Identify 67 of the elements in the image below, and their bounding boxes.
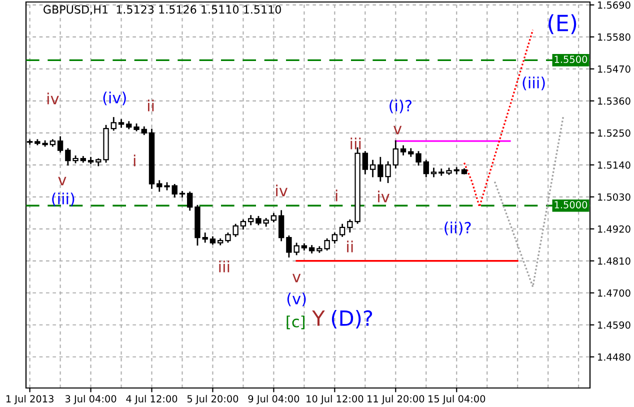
candlestick bbox=[232, 224, 238, 237]
x-tick-label: 1 Jul 2013 bbox=[6, 394, 54, 404]
y-tick-label: 1.4920 bbox=[598, 225, 630, 233]
annotation: ii bbox=[347, 240, 353, 252]
annotation: (iii) bbox=[52, 192, 74, 206]
annotation: (D)? bbox=[332, 310, 372, 328]
y-tick-label: 1.5470 bbox=[598, 65, 630, 73]
annotation: iii bbox=[219, 260, 230, 272]
x-tick-label: 11 Jul 20:00 bbox=[368, 394, 424, 404]
annotation: Y bbox=[312, 310, 325, 326]
candlestick bbox=[430, 168, 437, 178]
annotation: v bbox=[58, 176, 66, 186]
annotation: (i)? bbox=[390, 100, 412, 114]
x-tick-label: 4 Jul 12:00 bbox=[126, 394, 178, 404]
x-tick-label: 9 Jul 04:00 bbox=[248, 394, 300, 404]
candlestick bbox=[438, 168, 444, 176]
annotation: ii bbox=[148, 100, 154, 112]
candlestick bbox=[118, 119, 124, 128]
annotation: i bbox=[336, 190, 338, 202]
candlestick bbox=[110, 117, 116, 131]
candlestick bbox=[278, 210, 284, 242]
candlestick bbox=[179, 190, 186, 198]
y-tick-label: 1.5030 bbox=[598, 193, 630, 201]
annotation: iv bbox=[378, 190, 390, 202]
annotation: (E) bbox=[548, 14, 576, 34]
y-tick-label: 1.5690 bbox=[598, 1, 630, 9]
annotation: v bbox=[292, 274, 301, 282]
candlestick bbox=[339, 224, 346, 237]
y-tick-label: 1.5250 bbox=[598, 129, 630, 137]
candlestick bbox=[370, 160, 376, 178]
candlestick bbox=[416, 151, 422, 166]
annotation: (iv) bbox=[103, 92, 126, 106]
candlestick bbox=[378, 156, 384, 182]
annotation: (iii) bbox=[522, 76, 545, 90]
ref-line-label: 1.5000 bbox=[554, 201, 588, 208]
annotation: v bbox=[393, 126, 402, 134]
annotation: i bbox=[134, 154, 136, 166]
candlestick bbox=[202, 232, 208, 243]
ref-line-label: 1.5500 bbox=[554, 56, 588, 63]
candlestick bbox=[172, 184, 178, 198]
annotation: (ii)? bbox=[444, 222, 471, 236]
x-tick-label: 3 Jul 04:00 bbox=[65, 394, 116, 404]
y-tick-label: 1.5360 bbox=[598, 97, 630, 105]
candlestick bbox=[385, 161, 391, 184]
annotation: (v) bbox=[287, 292, 306, 306]
x-tick-label: 5 Jul 20:00 bbox=[187, 394, 238, 404]
candlestick bbox=[454, 167, 460, 174]
candlestick bbox=[423, 160, 429, 178]
annotation: [c] bbox=[286, 316, 304, 330]
x-tick-label: 15 Jul 04:00 bbox=[428, 394, 486, 404]
annotation: iii bbox=[350, 138, 361, 150]
y-tick-label: 1.4700 bbox=[598, 289, 630, 297]
y-tick-label: 1.5580 bbox=[598, 33, 630, 41]
candlestick bbox=[156, 180, 162, 192]
candlestick bbox=[392, 140, 398, 168]
candlestick bbox=[57, 136, 64, 152]
y-tick-label: 1.5140 bbox=[598, 161, 630, 169]
y-tick-label: 1.4810 bbox=[598, 257, 630, 265]
candlestick bbox=[187, 192, 193, 211]
candlestick bbox=[332, 232, 338, 244]
annotation: iv bbox=[276, 184, 288, 196]
y-tick-label: 1.4480 bbox=[598, 353, 630, 361]
x-tick-label: 10 Jul 12:00 bbox=[306, 394, 364, 404]
chart-title: GBPUSD,H1 1.5123 1.5126 1.5110 1.5110 bbox=[44, 5, 281, 15]
candlestick bbox=[362, 151, 368, 174]
y-tick-label: 1.4590 bbox=[598, 321, 630, 329]
annotation: iv bbox=[47, 92, 59, 104]
